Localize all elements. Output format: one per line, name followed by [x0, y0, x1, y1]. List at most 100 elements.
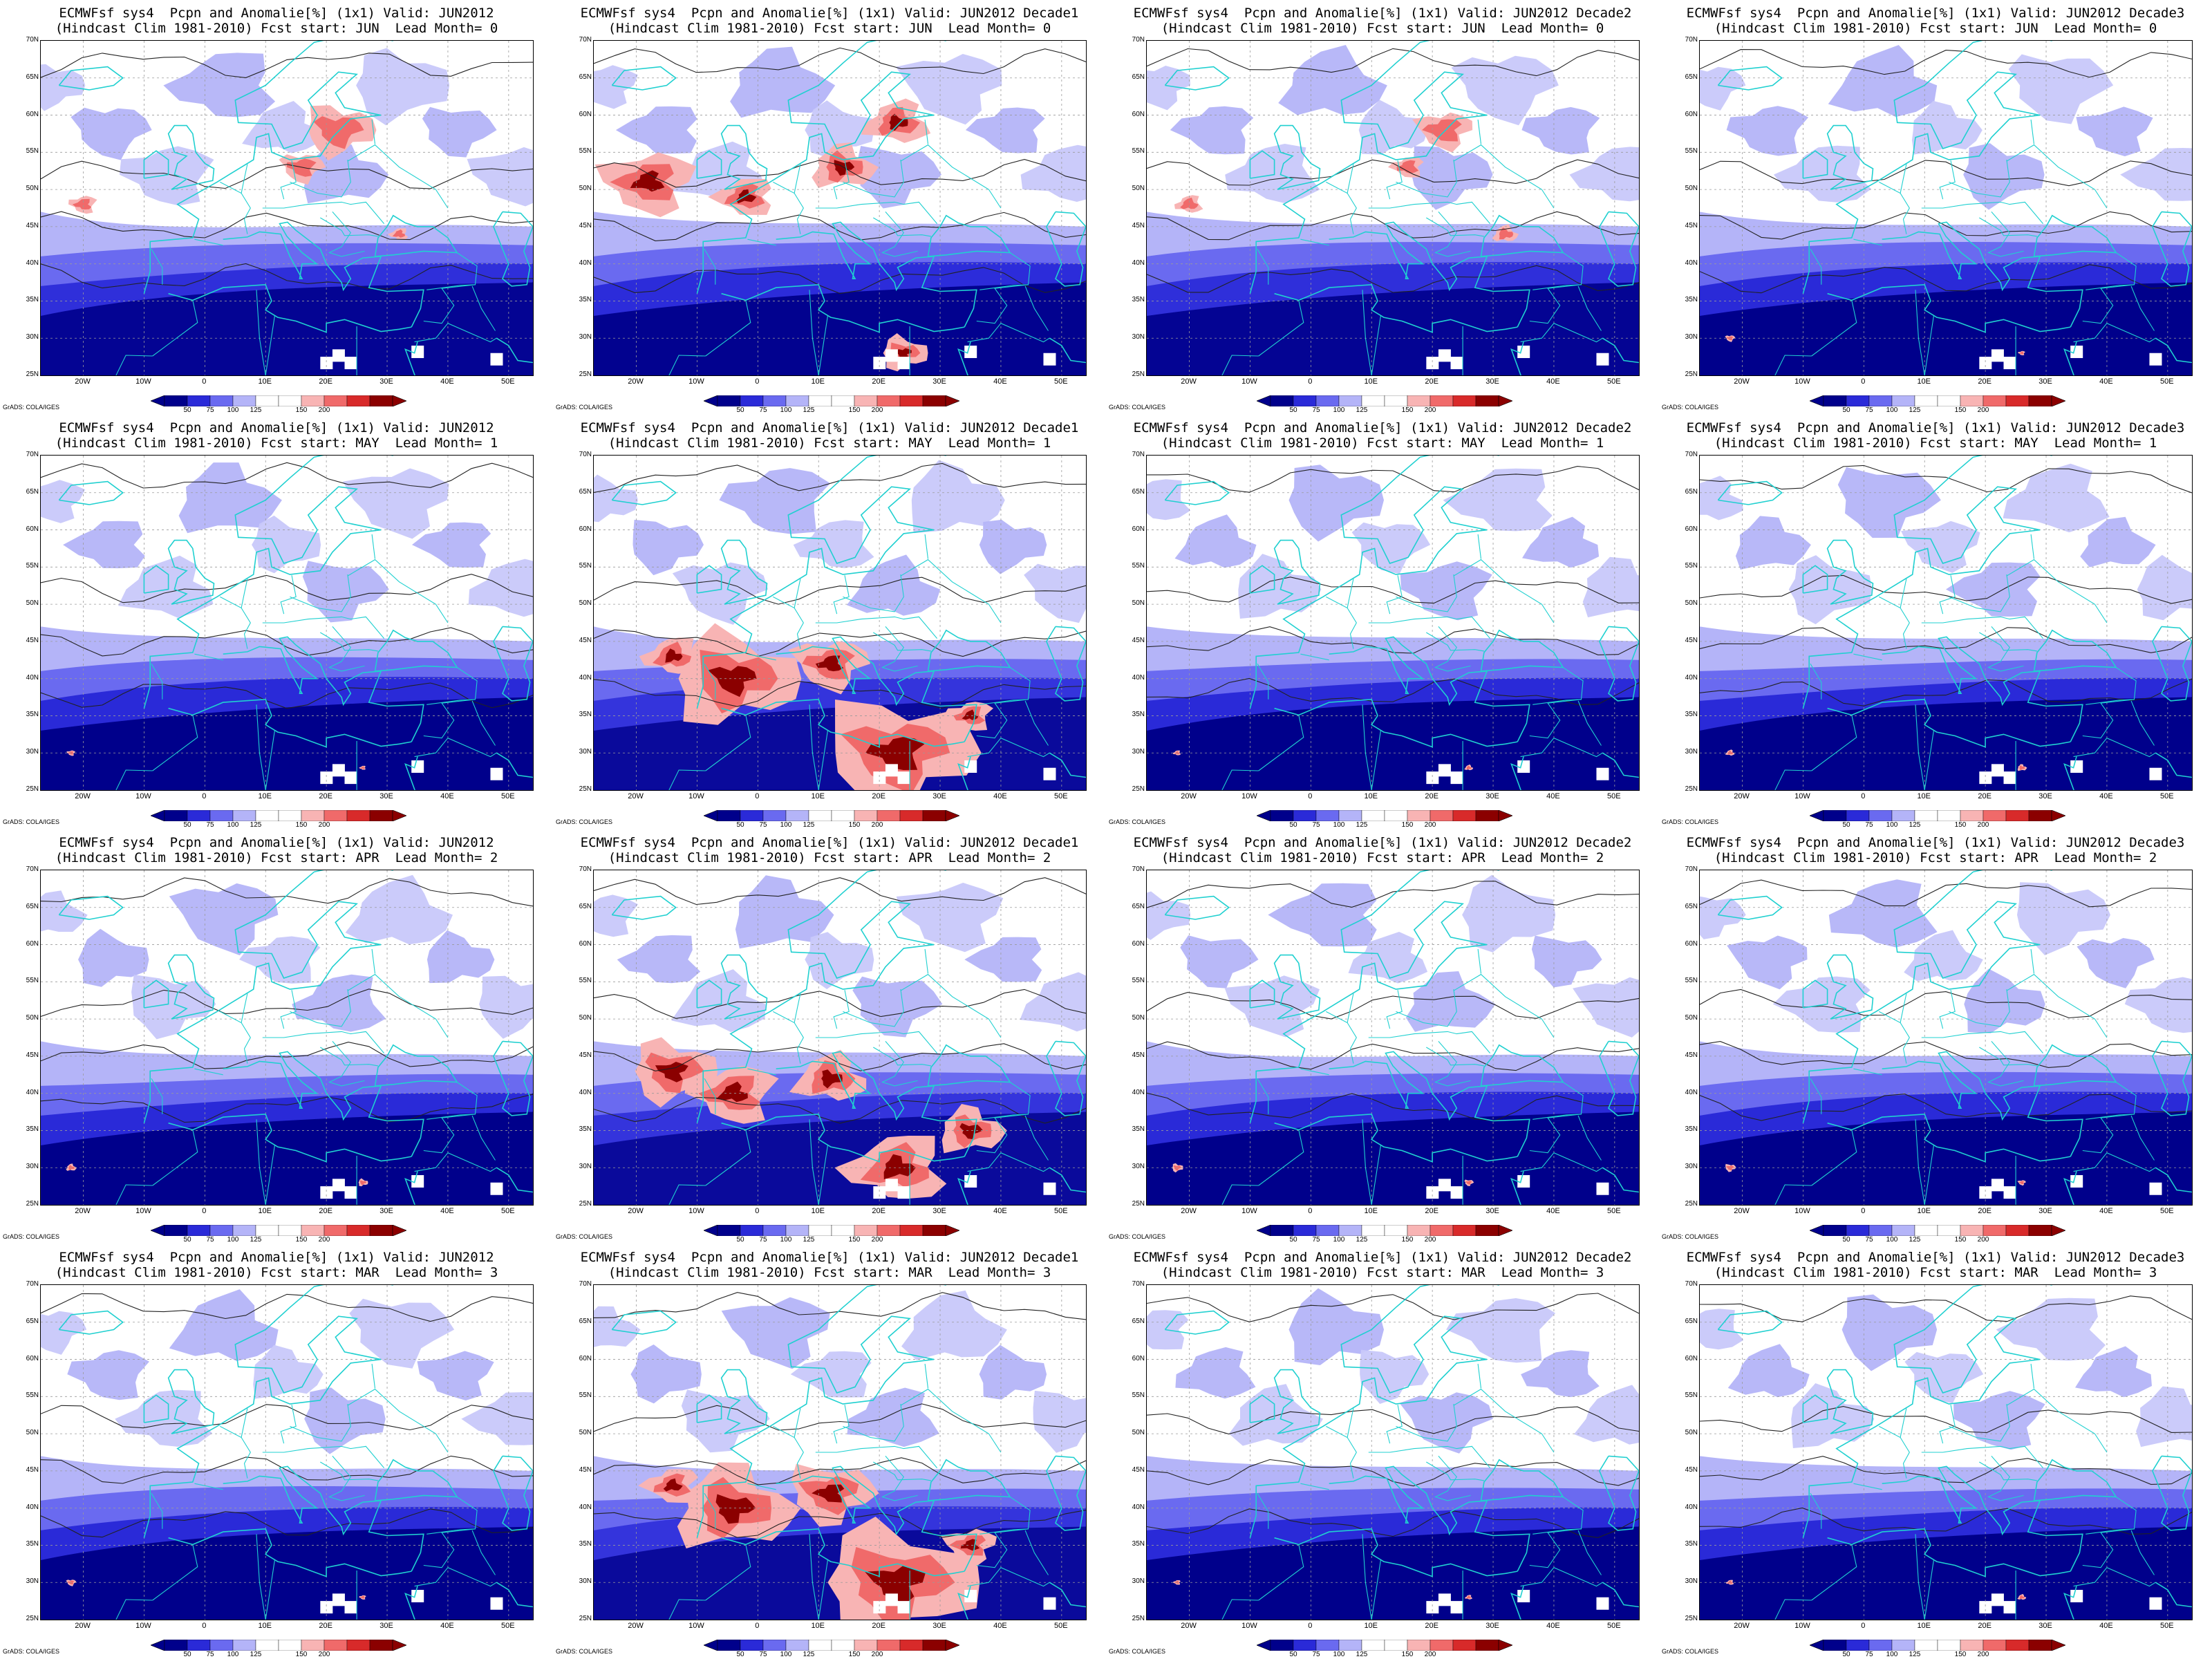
colorbar-label: 100 — [780, 406, 792, 414]
longitude-label: 0 — [1308, 1207, 1313, 1215]
anomaly-shading — [1700, 1112, 2192, 1205]
colorbar-segment — [717, 395, 741, 406]
country-border — [1221, 355, 1259, 375]
latitude-label: 35N — [1132, 1540, 1145, 1548]
anomaly-shading — [1828, 45, 1938, 118]
colorbar-segment — [2005, 1640, 2030, 1651]
longitude-label: 40E — [993, 377, 1007, 386]
anomaly-shading — [342, 468, 449, 539]
coastline — [2152, 626, 2192, 702]
coastline — [2033, 629, 2117, 672]
coastline — [1510, 1171, 1524, 1205]
country-border — [1979, 217, 2037, 237]
country-border — [976, 284, 1029, 324]
anomaly-shading — [41, 1526, 533, 1620]
latitude-label: 55N — [579, 1391, 592, 1400]
coastline — [1882, 1051, 2083, 1157]
latitude-label: 35N — [1132, 296, 1145, 304]
missing-data-cell — [873, 1186, 886, 1199]
panel-title: ECMWFsf sys4 Pcpn and Anomalie[%] (1x1) … — [1133, 6, 1632, 21]
coastline — [2063, 756, 2077, 790]
country-border — [1949, 574, 2010, 612]
colorbar-label: 50 — [736, 1236, 744, 1244]
latitude-label: 30N — [1132, 1577, 1145, 1586]
longitude-label: 30E — [2038, 1207, 2052, 1215]
country-border — [705, 715, 751, 771]
latitude-label: 65N — [579, 902, 592, 910]
country-border — [1810, 1492, 1822, 1529]
longitude-label: 20W — [75, 1622, 91, 1630]
country-border — [967, 738, 1050, 758]
panel-subtitle: (Hindcast Clim 1981-2010) Fcst start: AP… — [55, 850, 498, 865]
latitude-label: 50N — [579, 1014, 592, 1022]
panel-subtitle: (Hindcast Clim 1981-2010) Fcst start: AP… — [608, 850, 1051, 865]
coastline — [1329, 1051, 1530, 1157]
anomaly-shading — [1175, 1347, 1256, 1399]
colorbar-arrow — [704, 1640, 718, 1651]
colorbar-segment — [1270, 1225, 1294, 1236]
anomaly-shading — [392, 229, 405, 238]
country-border — [1386, 1405, 1403, 1444]
anomaly-shading — [292, 974, 386, 1032]
missing-data-cell — [332, 764, 345, 777]
anomaly-shading — [1400, 561, 1492, 621]
latitude-label: 65N — [26, 1317, 39, 1325]
colorbar-label: 150 — [1954, 1651, 1967, 1658]
country-border — [833, 160, 850, 200]
colorbar-segment — [808, 395, 832, 406]
country-border — [924, 948, 929, 974]
country-border — [924, 1363, 929, 1389]
anomaly-shading — [1174, 751, 1180, 755]
country-border — [976, 1528, 1029, 1568]
longitude-label: 20E — [1978, 1622, 1991, 1630]
country-border — [1811, 300, 1857, 357]
longitude-label: 20W — [1734, 1622, 1750, 1630]
colorbar-segment — [324, 1640, 348, 1651]
colorbar-label: 200 — [871, 1651, 883, 1658]
map-panel: ECMWFsf sys4 Pcpn and Anomalie[%] (1x1) … — [0, 415, 553, 830]
climatology-contour — [1700, 1295, 2192, 1322]
colorbar-label: 75 — [759, 1236, 767, 1244]
latitude-label: 25N — [1132, 785, 1145, 793]
latitude-label: 55N — [1132, 1391, 1145, 1400]
country-border — [1326, 181, 1357, 234]
country-border — [1924, 730, 1934, 790]
anomaly-shading — [681, 1389, 770, 1453]
colorbar — [1257, 1225, 1512, 1236]
longitude-label: 0 — [1861, 1207, 1866, 1215]
coastline — [721, 283, 965, 333]
climatology-contour — [1700, 879, 2192, 908]
coastline — [721, 1528, 965, 1577]
country-border — [1386, 990, 1403, 1029]
longitude-label: 40E — [1546, 377, 1560, 386]
coastline — [493, 626, 533, 702]
country-border — [194, 238, 223, 246]
colorbar-label: 125 — [1356, 821, 1368, 829]
country-border — [262, 201, 385, 224]
colorbar-label: 50 — [736, 1651, 744, 1658]
colorbar-segment — [1361, 810, 1385, 821]
country-border — [115, 1599, 153, 1620]
colorbar-segment — [785, 1640, 809, 1651]
country-border — [151, 248, 163, 285]
longitude-label: 0 — [202, 1207, 207, 1215]
coastline — [776, 636, 977, 742]
country-border — [115, 769, 153, 790]
latitude-label: 70N — [1132, 865, 1145, 873]
coastline — [1049, 337, 1086, 364]
anomaly-shading — [360, 766, 365, 769]
anomaly-shading — [1700, 1309, 1744, 1350]
anomaly-shading — [1735, 516, 1811, 570]
latitude-label: 50N — [579, 1429, 592, 1437]
anomaly-shading — [1147, 66, 1190, 111]
panel-subtitle: (Hindcast Clim 1981-2010) Fcst start: JU… — [1161, 21, 1604, 36]
country-border — [1915, 704, 1925, 790]
coastline — [1249, 870, 1499, 1123]
latitude-label: 65N — [26, 902, 39, 910]
anomaly-shading — [1700, 896, 1746, 939]
anomaly-shading — [41, 697, 533, 790]
latitude-label: 50N — [1132, 1014, 1145, 1022]
longitude-label: 20W — [1181, 1622, 1197, 1630]
country-border — [1347, 164, 1354, 194]
latitude-label: 45N — [579, 1465, 592, 1474]
